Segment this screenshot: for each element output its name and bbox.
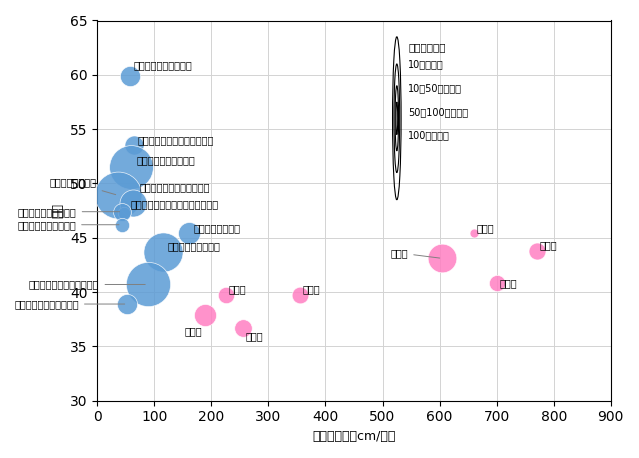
Point: [469, 230, 479, 237]
Text: 秋田市: 秋田市: [303, 284, 320, 294]
Point: [117, 208, 127, 215]
Text: ロンドン（イギリス）: ロンドン（イギリス）: [136, 156, 195, 166]
Y-axis label: 緯度: 緯度: [51, 203, 65, 218]
Point: [129, 142, 139, 149]
Text: オスロ（ノルウェー）: オスロ（ノルウェー）: [133, 60, 192, 70]
Point: [122, 300, 132, 308]
Text: インスブルック（オーストリア）: インスブルック（オーストリア）: [131, 199, 219, 209]
Point: [127, 164, 137, 171]
Text: 札幌市: 札幌市: [390, 248, 440, 258]
Text: 10万人未満: 10万人未満: [408, 59, 444, 69]
Text: 稚内市: 稚内市: [477, 223, 495, 233]
Point: [437, 255, 447, 262]
Text: マンチェスター（イギリス）: マンチェスター（イギリス）: [137, 135, 213, 145]
Text: 盛岡市: 盛岡市: [229, 284, 246, 294]
Point: [119, 209, 129, 217]
Text: ウィーン（オーストリア）: ウィーン（オーストリア）: [139, 182, 210, 192]
Point: [295, 292, 305, 299]
Text: 青森市: 青森市: [500, 278, 517, 289]
Point: [113, 192, 123, 199]
Point: [238, 324, 248, 332]
Text: チューリヒ（スイス）: チューリヒ（スイス）: [18, 207, 119, 217]
Text: ジュネーブ（スイス）: ジュネーブ（スイス）: [17, 220, 119, 230]
Point: [143, 281, 153, 288]
Text: 人口（万人）: 人口（万人）: [408, 42, 446, 52]
Text: 新潟市: 新潟市: [184, 326, 202, 336]
Point: [158, 248, 168, 256]
Text: 100万人以上: 100万人以上: [408, 131, 450, 141]
Point: [220, 292, 231, 299]
Point: [184, 230, 194, 237]
Text: パリ（フランス）: パリ（フランス）: [50, 177, 116, 195]
Text: 50〜100万人未満: 50〜100万人未満: [408, 107, 468, 117]
Point: [125, 72, 135, 80]
Text: ワシントン（アメリカ）: ワシントン（アメリカ）: [14, 299, 125, 309]
Point: [491, 280, 502, 287]
Text: トロント（カナダ）: トロント（カナダ）: [167, 241, 220, 251]
Text: 旭川市: 旭川市: [539, 240, 557, 251]
Text: ニューヨーク（アメリカ）: ニューヨーク（アメリカ）: [29, 279, 145, 289]
Text: 長野市: 長野市: [245, 332, 263, 342]
Point: [199, 311, 210, 319]
Point: [532, 247, 542, 255]
X-axis label: 累計降雪量（cm/年）: 累計降雪量（cm/年）: [312, 430, 396, 443]
Text: 10〜50万人未満: 10〜50万人未満: [408, 83, 462, 93]
Text: オタワ（カナダ）: オタワ（カナダ）: [194, 223, 241, 233]
Point: [117, 221, 127, 229]
Point: [128, 199, 138, 207]
